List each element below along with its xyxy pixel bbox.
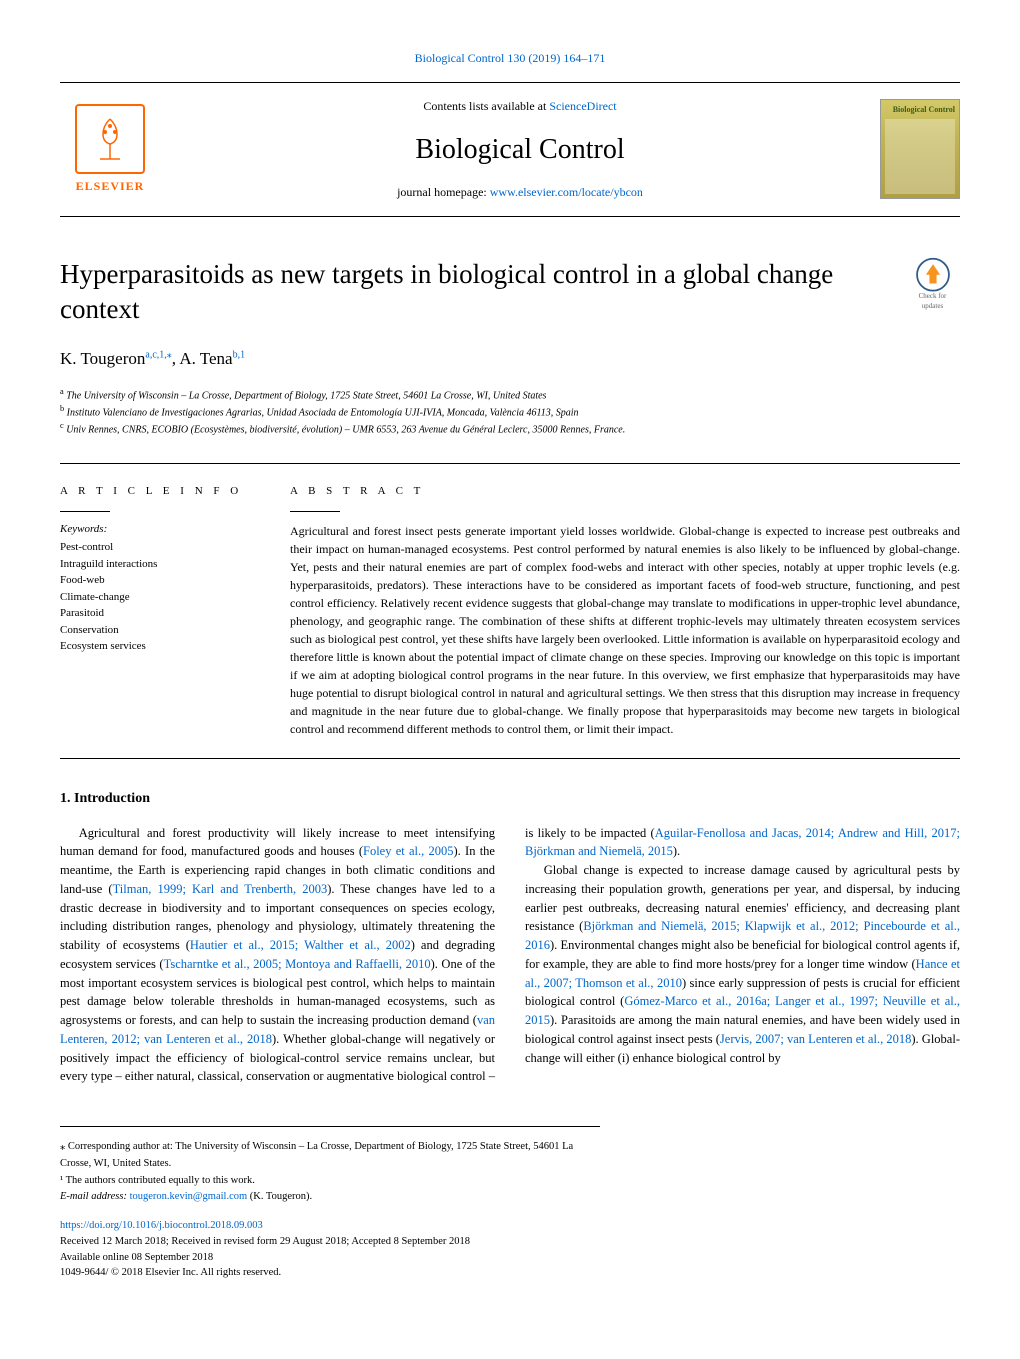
cover-thumb-body — [885, 119, 955, 194]
check-updates-badge[interactable]: Check for updates — [905, 257, 960, 312]
sciencedirect-link[interactable]: ScienceDirect — [549, 99, 616, 113]
journal-citation: Biological Control 130 (2019) 164–171 — [60, 50, 960, 67]
updates-icon — [914, 257, 952, 292]
homepage-link[interactable]: www.elsevier.com/locate/ybcon — [490, 185, 643, 199]
keyword-item: Conservation — [60, 622, 260, 639]
abstract-column: A B S T R A C T Agricultural and forest … — [290, 484, 960, 738]
info-abstract-row: A R T I C L E I N F O Keywords: Pest-con… — [60, 463, 960, 759]
author-1-sup[interactable]: a,c,1,⁎ — [145, 349, 171, 360]
keyword-item: Food-web — [60, 572, 260, 589]
citation-link[interactable]: Hautier et al., 2015; Walther et al., 20… — [190, 938, 411, 952]
journal-name: Biological Control — [160, 130, 880, 169]
citation-link[interactable]: Tscharntke et al., 2005; Montoya and Raf… — [164, 957, 431, 971]
body-paragraph-2: Global change is expected to increase da… — [525, 861, 960, 1067]
footer-info: https://doi.org/10.1016/j.biocontrol.201… — [60, 1218, 960, 1281]
citation-link[interactable]: Biological Control 130 (2019) 164–171 — [415, 51, 606, 65]
keyword-item: Ecosystem services — [60, 638, 260, 655]
abstract-text: Agricultural and forest insect pests gen… — [290, 522, 960, 738]
email-link[interactable]: tougeron.kevin@gmail.com — [130, 1191, 248, 1202]
citation-link[interactable]: Jervis, 2007; van Lenteren et al., 2018 — [720, 1032, 911, 1046]
abstract-heading: A B S T R A C T — [290, 484, 960, 499]
journal-cover-thumb[interactable]: Biological Control — [880, 99, 960, 199]
banner: ELSEVIER Contents lists available at Sci… — [60, 82, 960, 217]
email-suffix: (K. Tougeron). — [247, 1191, 312, 1202]
tree-icon — [85, 114, 135, 164]
body-columns: Agricultural and forest productivity wil… — [60, 824, 960, 1087]
article-info-heading: A R T I C L E I N F O — [60, 484, 260, 499]
received-line: Received 12 March 2018; Received in revi… — [60, 1234, 960, 1250]
updates-line2: updates — [922, 302, 943, 310]
author-2-sup[interactable]: b,1 — [233, 349, 246, 360]
article-title: Hyperparasitoids as new targets in biolo… — [60, 257, 885, 327]
doi-link[interactable]: https://doi.org/10.1016/j.biocontrol.201… — [60, 1220, 263, 1231]
elsevier-logo[interactable]: ELSEVIER — [60, 99, 160, 199]
banner-center: Contents lists available at ScienceDirec… — [160, 98, 880, 201]
copyright-line: 1049-9644/ © 2018 Elsevier Inc. All righ… — [60, 1265, 960, 1281]
equal-footnote: ¹ The authors contributed equally to thi… — [60, 1173, 600, 1190]
article-info-rule — [60, 511, 110, 512]
keyword-item: Climate-change — [60, 589, 260, 606]
contents-prefix: Contents lists available at — [423, 99, 549, 113]
cover-thumb-title: Biological Control — [885, 104, 955, 115]
keyword-item: Parasitoid — [60, 605, 260, 622]
intro-heading: 1. Introduction — [60, 789, 960, 809]
article-info-column: A R T I C L E I N F O Keywords: Pest-con… — [60, 484, 260, 738]
keywords-list: Pest-control Intraguild interactions Foo… — [60, 539, 260, 655]
updates-line1: Check for — [919, 292, 947, 300]
elsevier-text: ELSEVIER — [76, 178, 145, 195]
authors: K. Tougerona,c,1,⁎, A. Tenab,1 — [60, 347, 960, 371]
affil-a: The University of Wisconsin – La Crosse,… — [66, 390, 546, 401]
author-2: A. Tena — [179, 349, 232, 368]
keyword-item: Pest-control — [60, 539, 260, 556]
affil-c: Univ Rennes, CNRS, ECOBIO (Ecosystèmes, … — [66, 425, 625, 436]
homepage-prefix: journal homepage: — [397, 185, 490, 199]
affiliations: a The University of Wisconsin – La Cross… — [60, 386, 960, 438]
keywords-label: Keywords: — [60, 522, 260, 537]
author-1: K. Tougeron — [60, 349, 145, 368]
email-label: E-mail address: — [60, 1191, 130, 1202]
citation-link[interactable]: Tilman, 1999; Karl and Trenberth, 2003 — [113, 882, 328, 896]
affil-b: Instituto Valenciano de Investigaciones … — [67, 407, 579, 418]
corr-footnote: ⁎ Corresponding author at: The Universit… — [60, 1139, 600, 1173]
abstract-rule — [290, 511, 340, 512]
citation-link[interactable]: Foley et al., 2005 — [363, 844, 454, 858]
footnotes: ⁎ Corresponding author at: The Universit… — [60, 1126, 600, 1206]
title-row: Hyperparasitoids as new targets in biolo… — [60, 257, 960, 327]
available-line: Available online 08 September 2018 — [60, 1250, 960, 1266]
keyword-item: Intraguild interactions — [60, 556, 260, 573]
